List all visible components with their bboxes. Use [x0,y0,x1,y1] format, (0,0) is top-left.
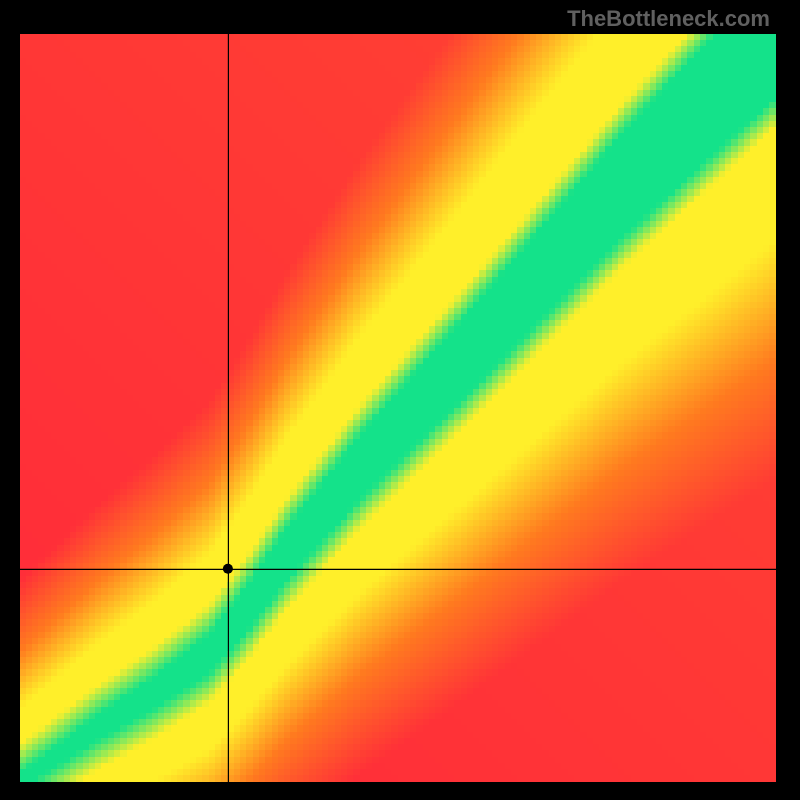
bottleneck-heatmap [20,34,776,782]
plot-area [20,34,776,782]
watermark-text: TheBottleneck.com [567,6,770,32]
chart-frame: TheBottleneck.com [0,0,800,800]
